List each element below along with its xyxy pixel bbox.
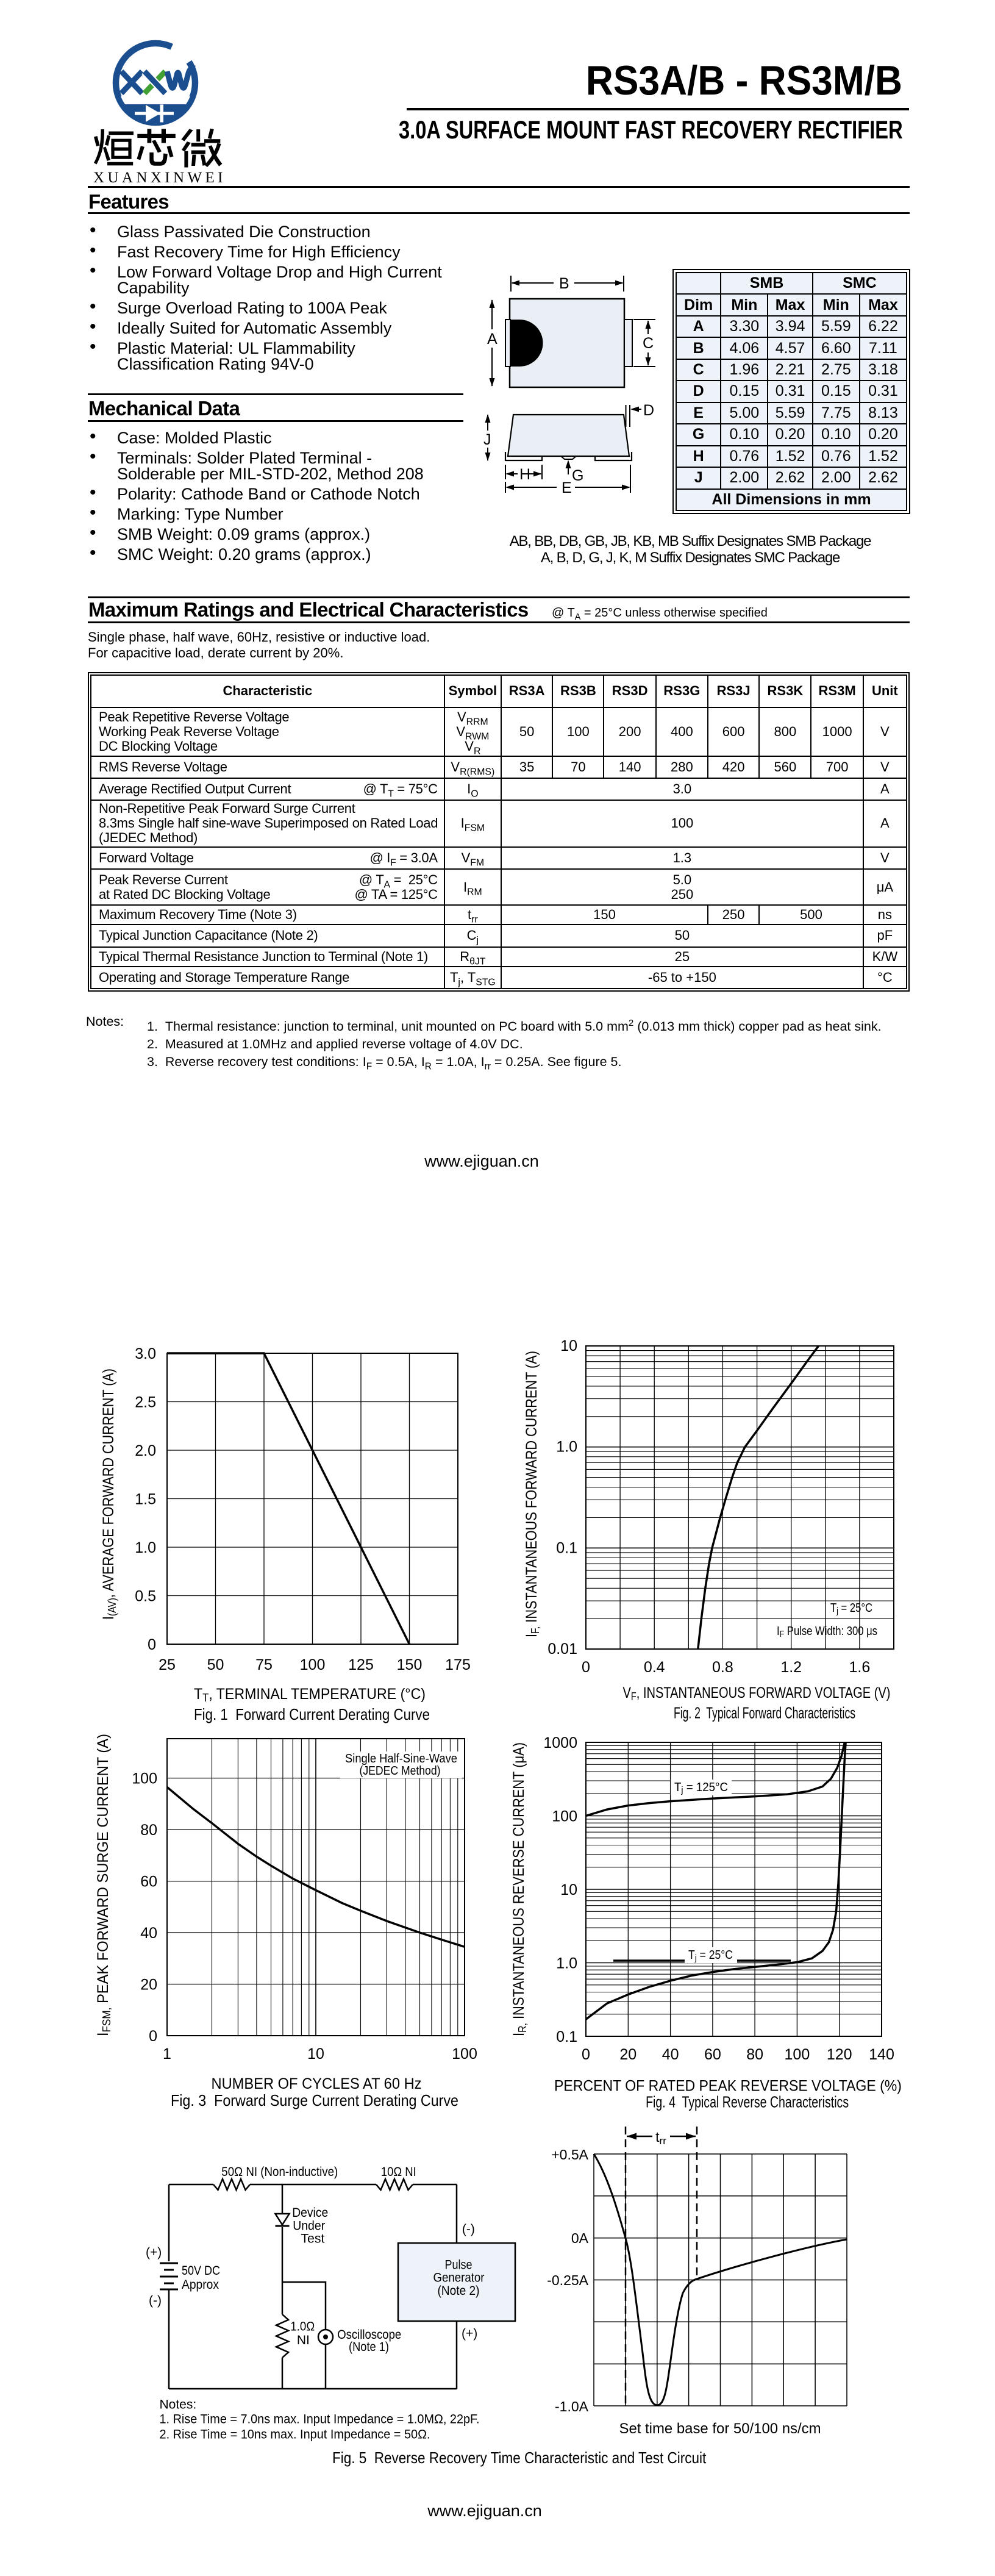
svg-text:Tj = 125°C: Tj = 125°C <box>674 1781 728 1795</box>
svg-text:(JEDEC Method): (JEDEC Method) <box>360 1764 441 1778</box>
svg-text:Device: Device <box>292 2206 328 2220</box>
svg-text:2. Rise Time = 10ns max. Input: 2. Rise Time = 10ns max. Input Impedance… <box>160 2427 430 2441</box>
svg-text:80: 80 <box>140 1822 157 1839</box>
svg-text:10: 10 <box>560 1337 577 1354</box>
svg-text:D: D <box>643 402 654 419</box>
svg-text:IF Pulse Width: 300 μs: IF Pulse Width: 300 μs <box>777 1625 877 1639</box>
svg-text:3.0: 3.0 <box>135 1345 156 1362</box>
svg-text:1: 1 <box>163 2045 171 2063</box>
svg-text:10: 10 <box>560 1881 577 1898</box>
svg-text:+0.5A: +0.5A <box>551 2147 588 2163</box>
svg-text:10: 10 <box>307 2045 324 2063</box>
svg-text:0A: 0A <box>571 2230 589 2246</box>
svg-text:0: 0 <box>582 2046 590 2063</box>
svg-text:50: 50 <box>207 1656 224 1673</box>
svg-text:E: E <box>562 479 572 496</box>
svg-text:100: 100 <box>300 1656 326 1673</box>
svg-text:50V DC: 50V DC <box>182 2264 220 2278</box>
svg-text:80: 80 <box>746 2046 763 2063</box>
svg-text:(Note 2): (Note 2) <box>438 2284 480 2298</box>
svg-text:trr: trr <box>655 2129 666 2147</box>
svg-text:Single Half-Sine-Wave: Single Half-Sine-Wave <box>345 1752 457 1766</box>
svg-text:60: 60 <box>704 2046 721 2063</box>
svg-text:Set time base for 50/100 ns/cm: Set time base for 50/100 ns/cm <box>619 2420 821 2437</box>
svg-text:0: 0 <box>149 2028 157 2045</box>
svg-text:1.6: 1.6 <box>849 1659 871 1676</box>
svg-text:(+): (+) <box>146 2245 162 2259</box>
svg-text:100: 100 <box>452 2045 477 2063</box>
svg-text:2.0: 2.0 <box>135 1442 156 1459</box>
svg-text:Generator: Generator <box>433 2271 485 2285</box>
svg-text:1.2: 1.2 <box>780 1659 802 1676</box>
svg-text:IF, INSTANTANEOUS FORWARD CURR: IF, INSTANTANEOUS FORWARD CURRENT (A) <box>523 1351 541 1637</box>
svg-text:Under: Under <box>293 2219 325 2233</box>
svg-text:Fig. 4 Typical Reverse Charac: Fig. 4 Typical Reverse Characteristics <box>646 2092 849 2111</box>
svg-text:150: 150 <box>397 1656 423 1673</box>
svg-text:0.01: 0.01 <box>547 1640 577 1658</box>
svg-text:100: 100 <box>785 2046 810 2063</box>
svg-text:0.1: 0.1 <box>556 1539 577 1556</box>
svg-text:100: 100 <box>132 1770 157 1787</box>
svg-text:0.5: 0.5 <box>135 1588 156 1605</box>
svg-text:G: G <box>572 467 583 484</box>
svg-text:0: 0 <box>148 1636 156 1653</box>
svg-text:20: 20 <box>140 1977 157 1994</box>
svg-text:VF, INSTANTANEOUS FORWARD VOLT: VF, INSTANTANEOUS FORWARD VOLTAGE (V) <box>623 1684 891 1703</box>
svg-text:PERCENT OF RATED PEAK REVERSE: PERCENT OF RATED PEAK REVERSE VOLTAGE (%… <box>554 2078 902 2095</box>
svg-text:Oscilloscope: Oscilloscope <box>337 2328 401 2342</box>
svg-text:50Ω NI (Non-inductive): 50Ω NI (Non-inductive) <box>221 2165 338 2179</box>
svg-text:Approx: Approx <box>182 2278 219 2292</box>
svg-text:175: 175 <box>445 1656 471 1673</box>
svg-text:1.0: 1.0 <box>556 1955 577 1972</box>
svg-text:1.0: 1.0 <box>135 1539 156 1556</box>
svg-text:A: A <box>487 331 498 348</box>
svg-text:Tj = 25°C: Tj = 25°C <box>830 1601 872 1616</box>
svg-text:H: H <box>519 466 530 483</box>
svg-text:C: C <box>643 335 654 352</box>
svg-text:IR, INSTANTANEOUS REVERSE CURR: IR, INSTANTANEOUS REVERSE CURRENT (μA) <box>510 1742 529 2036</box>
svg-text:Fig. 1 Forward Current Derati: Fig. 1 Forward Current Derating Curve <box>194 1705 430 1723</box>
svg-text:NI: NI <box>297 2333 310 2347</box>
svg-text:0.8: 0.8 <box>712 1659 733 1676</box>
svg-text:Notes:: Notes: <box>160 2397 197 2411</box>
svg-text:J: J <box>483 431 491 448</box>
svg-text:1000: 1000 <box>543 1734 577 1751</box>
svg-text:NUMBER OF CYCLES AT 60 Hz: NUMBER OF CYCLES AT 60 Hz <box>212 2075 422 2092</box>
svg-text:-0.25A: -0.25A <box>547 2272 588 2288</box>
svg-text:0: 0 <box>582 1659 590 1676</box>
svg-text:-1.0A: -1.0A <box>555 2399 589 2414</box>
svg-text:60: 60 <box>140 1873 157 1891</box>
svg-text:1. Rise Time = 7.0ns max. Inpu: 1. Rise Time = 7.0ns max. Input Impedanc… <box>160 2412 480 2426</box>
svg-text:75: 75 <box>255 1656 273 1673</box>
svg-text:0.1: 0.1 <box>556 2028 577 2045</box>
svg-text:20: 20 <box>619 2046 637 2063</box>
svg-text:B: B <box>559 275 569 292</box>
svg-text:(-): (-) <box>462 2222 475 2236</box>
svg-text:(Note 1): (Note 1) <box>349 2340 389 2354</box>
svg-text:10Ω NI: 10Ω NI <box>381 2165 416 2179</box>
svg-text:Fig. 2 Typical Forward Charac: Fig. 2 Typical Forward Characteristics <box>674 1704 855 1722</box>
svg-text:120: 120 <box>827 2046 852 2063</box>
svg-text:0.4: 0.4 <box>644 1659 665 1676</box>
svg-text:TT, TERMINAL TEMPERATURE (°C): TT, TERMINAL TEMPERATURE (°C) <box>194 1686 426 1704</box>
svg-text:IFSM, PEAK FORWARD SURGE CURRE: IFSM, PEAK FORWARD SURGE CURRENT (A) <box>95 1734 113 2036</box>
svg-text:1.5: 1.5 <box>135 1491 156 1508</box>
svg-text:2.5: 2.5 <box>135 1394 156 1411</box>
svg-text:(+): (+) <box>462 2327 477 2341</box>
svg-text:1.0: 1.0 <box>556 1439 577 1456</box>
svg-text:40: 40 <box>140 1925 157 1942</box>
svg-text:(-): (-) <box>149 2294 162 2308</box>
svg-text:40: 40 <box>662 2046 679 2063</box>
svg-text:25: 25 <box>159 1656 176 1673</box>
svg-text:125: 125 <box>348 1656 374 1673</box>
svg-text:1.0Ω: 1.0Ω <box>290 2319 315 2333</box>
svg-text:Fig. 3 Forward Surge Current: Fig. 3 Forward Surge Current Derating Cu… <box>171 2091 458 2109</box>
svg-text:Test: Test <box>301 2232 324 2246</box>
svg-text:Pulse: Pulse <box>445 2258 473 2272</box>
svg-text:100: 100 <box>552 1808 577 1825</box>
svg-text:140: 140 <box>869 2046 894 2063</box>
svg-text:I(AV), AVERAGE FORWARD CURRENT: I(AV), AVERAGE FORWARD CURRENT (A) <box>100 1368 118 1620</box>
